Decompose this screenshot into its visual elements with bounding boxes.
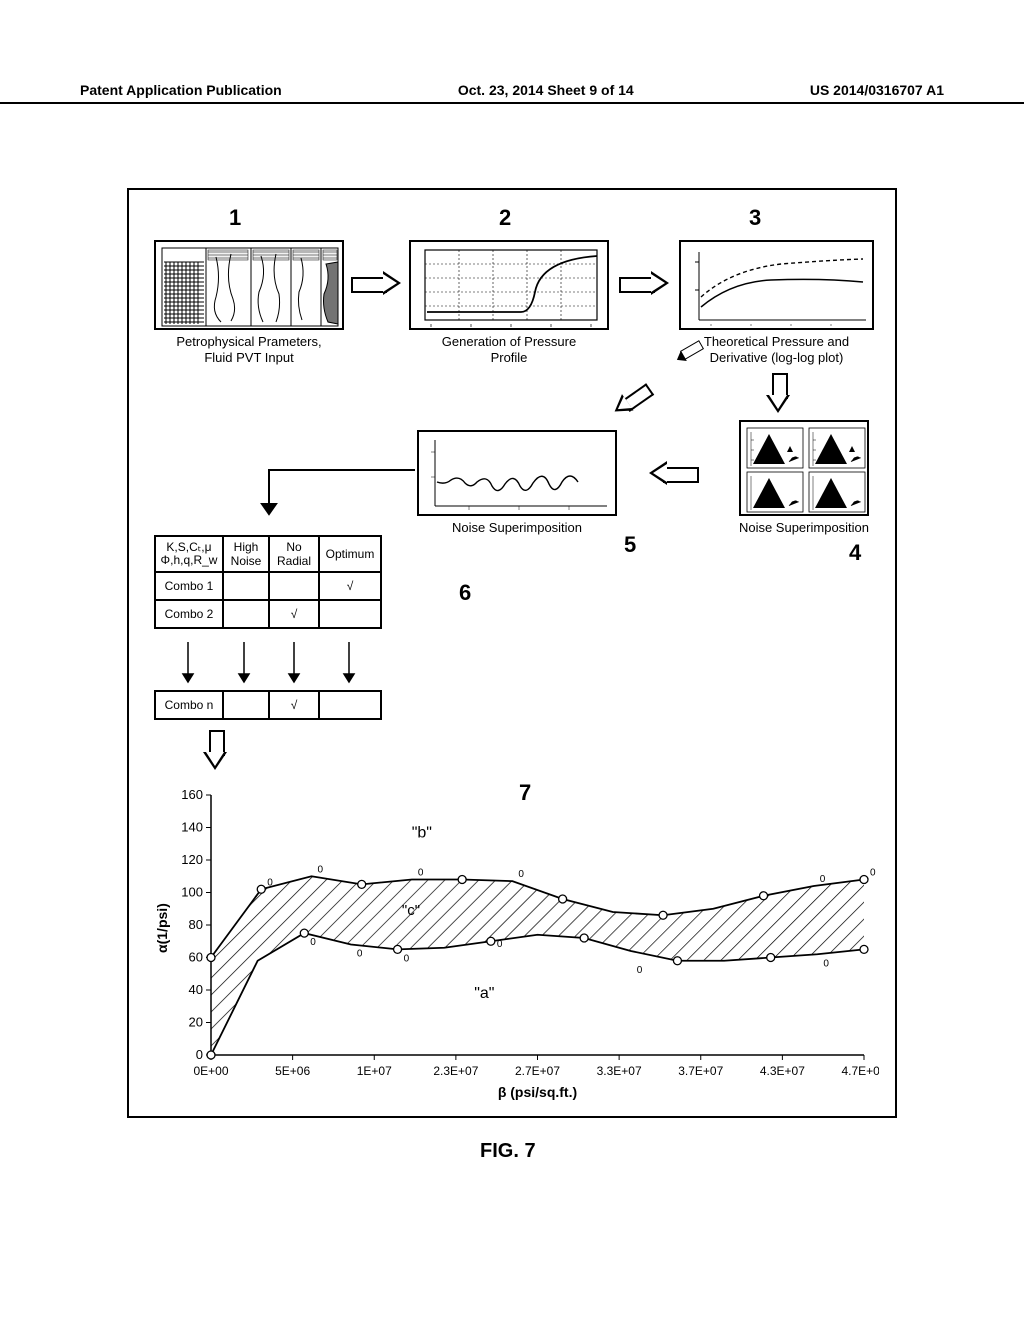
svg-text:0: 0: [870, 868, 876, 879]
step-2-num: 2: [499, 205, 511, 231]
svg-text:0: 0: [404, 953, 410, 964]
cell: [223, 691, 269, 719]
svg-text:100: 100: [181, 885, 203, 900]
panel-2-pressure-icon: [411, 242, 611, 332]
panel-5: [417, 430, 617, 516]
panel-2-label: Generation of Pressure Profile: [409, 334, 609, 365]
cell: [319, 600, 381, 628]
panel-1-label: Petrophysical Prameters, Fluid PVT Input: [154, 334, 344, 365]
svg-text:4.7E+07: 4.7E+07: [841, 1064, 879, 1078]
table-row: Combo n √: [155, 691, 381, 719]
page-header: Patent Application Publication Oct. 23, …: [0, 82, 1024, 104]
svg-text:40: 40: [189, 982, 203, 997]
arrow-5-2-diag: [607, 379, 655, 421]
panel-3-label: Theoretical Pressure and Derivative (log…: [674, 334, 879, 365]
svg-text:0: 0: [497, 939, 503, 950]
figure-caption: FIG. 7: [480, 1140, 536, 1163]
svg-text:0: 0: [637, 965, 643, 976]
svg-text:2.7E+07: 2.7E+07: [515, 1064, 560, 1078]
svg-text:0: 0: [418, 868, 424, 879]
table-row: Combo 2 √: [155, 600, 381, 628]
arrow-2-3: [619, 272, 669, 294]
svg-text:0: 0: [518, 869, 524, 880]
combo-table-last: Combo n √: [154, 690, 382, 720]
panel-5-noise-icon: [419, 432, 619, 518]
svg-text:0E+00: 0E+00: [193, 1064, 228, 1078]
svg-text:"b": "b": [412, 825, 432, 842]
step-3-num: 3: [749, 205, 761, 231]
step-4-num: 4: [849, 540, 861, 566]
svg-text:160: 160: [181, 787, 203, 802]
arrow-6-7: [204, 730, 226, 770]
svg-text:0: 0: [317, 864, 323, 875]
cell: √: [319, 572, 381, 600]
chart-7: 0 20 40 60 80 100 120 140 160 0E+00 5E+06 1E+07 2.3E…: [149, 785, 879, 1105]
step-1-num: 1: [229, 205, 241, 231]
svg-text:3.7E+07: 3.7E+07: [678, 1064, 723, 1078]
table-row: Combo 1 √: [155, 572, 381, 600]
panel-4-noise4-icon: [741, 422, 871, 518]
cell: [223, 572, 269, 600]
panel-4-label: Noise Superimposition: [719, 520, 889, 536]
cell-combo1: Combo 1: [155, 572, 223, 600]
svg-text:"c": "c": [402, 902, 420, 919]
svg-text:"a": "a": [474, 985, 494, 1002]
cell: [319, 691, 381, 719]
svg-text:1E+07: 1E+07: [357, 1064, 392, 1078]
svg-text:5E+06: 5E+06: [275, 1064, 310, 1078]
svg-text:140: 140: [181, 820, 203, 835]
cell-combo2: Combo 2: [155, 600, 223, 628]
svg-text:α(1/psi): α(1/psi): [154, 903, 170, 953]
step-6-num: 6: [459, 580, 471, 606]
panel-3: [679, 240, 874, 330]
th-params: K,S,Cₜ,μ Φ,h,q,R_w: [155, 536, 223, 572]
panel-5-label: Noise Superimposition: [417, 520, 617, 536]
th-optimum: Optimum: [319, 536, 381, 572]
th-no-radial: No Radial: [269, 536, 319, 572]
chart-7-svg: 0 20 40 60 80 100 120 140 160 0E+00 5E+06 1E+07 2.3E…: [149, 785, 879, 1105]
cell: √: [269, 691, 319, 719]
table-dots-arrows: [154, 638, 384, 690]
panel-3-loglog-icon: [681, 242, 876, 332]
svg-text:20: 20: [189, 1015, 203, 1030]
step-5-num: 5: [624, 532, 636, 558]
elbow-5-6: [229, 448, 429, 538]
arrow-4-5: [649, 462, 699, 484]
cell: √: [269, 600, 319, 628]
svg-text:0: 0: [357, 949, 363, 960]
cell: [223, 600, 269, 628]
cell: [269, 572, 319, 600]
header-right: US 2014/0316707 A1: [810, 82, 944, 98]
svg-text:0: 0: [820, 874, 826, 885]
svg-text:4.3E+07: 4.3E+07: [760, 1064, 805, 1078]
arrow-3-4: [767, 373, 789, 413]
svg-text:0: 0: [267, 877, 273, 888]
svg-text:60: 60: [189, 950, 203, 965]
figure-frame: 1 2 3 4 5 6 7: [127, 188, 897, 1118]
arrow-1-2: [351, 272, 401, 294]
svg-text:0: 0: [196, 1047, 203, 1062]
svg-text:0: 0: [310, 937, 316, 948]
svg-text:120: 120: [181, 852, 203, 867]
combo-table: K,S,Cₜ,μ Φ,h,q,R_w High Noise No Radial …: [154, 535, 382, 629]
svg-text:80: 80: [189, 917, 203, 932]
svg-text:β (psi/sq.ft.): β (psi/sq.ft.): [498, 1084, 577, 1100]
svg-text:3.3E+07: 3.3E+07: [597, 1064, 642, 1078]
svg-text:0: 0: [823, 958, 829, 969]
header-left: Patent Application Publication: [80, 82, 282, 98]
table-header-row: K,S,Cₜ,μ Φ,h,q,R_w High Noise No Radial …: [155, 536, 381, 572]
panel-4: [739, 420, 869, 516]
panel-1-logs-icon: [156, 242, 346, 332]
header-center: Oct. 23, 2014 Sheet 9 of 14: [458, 82, 634, 98]
th-high-noise: High Noise: [223, 536, 269, 572]
svg-text:2.3E+07: 2.3E+07: [433, 1064, 478, 1078]
cell-combon: Combo n: [155, 691, 223, 719]
panel-2: [409, 240, 609, 330]
panel-1: [154, 240, 344, 330]
